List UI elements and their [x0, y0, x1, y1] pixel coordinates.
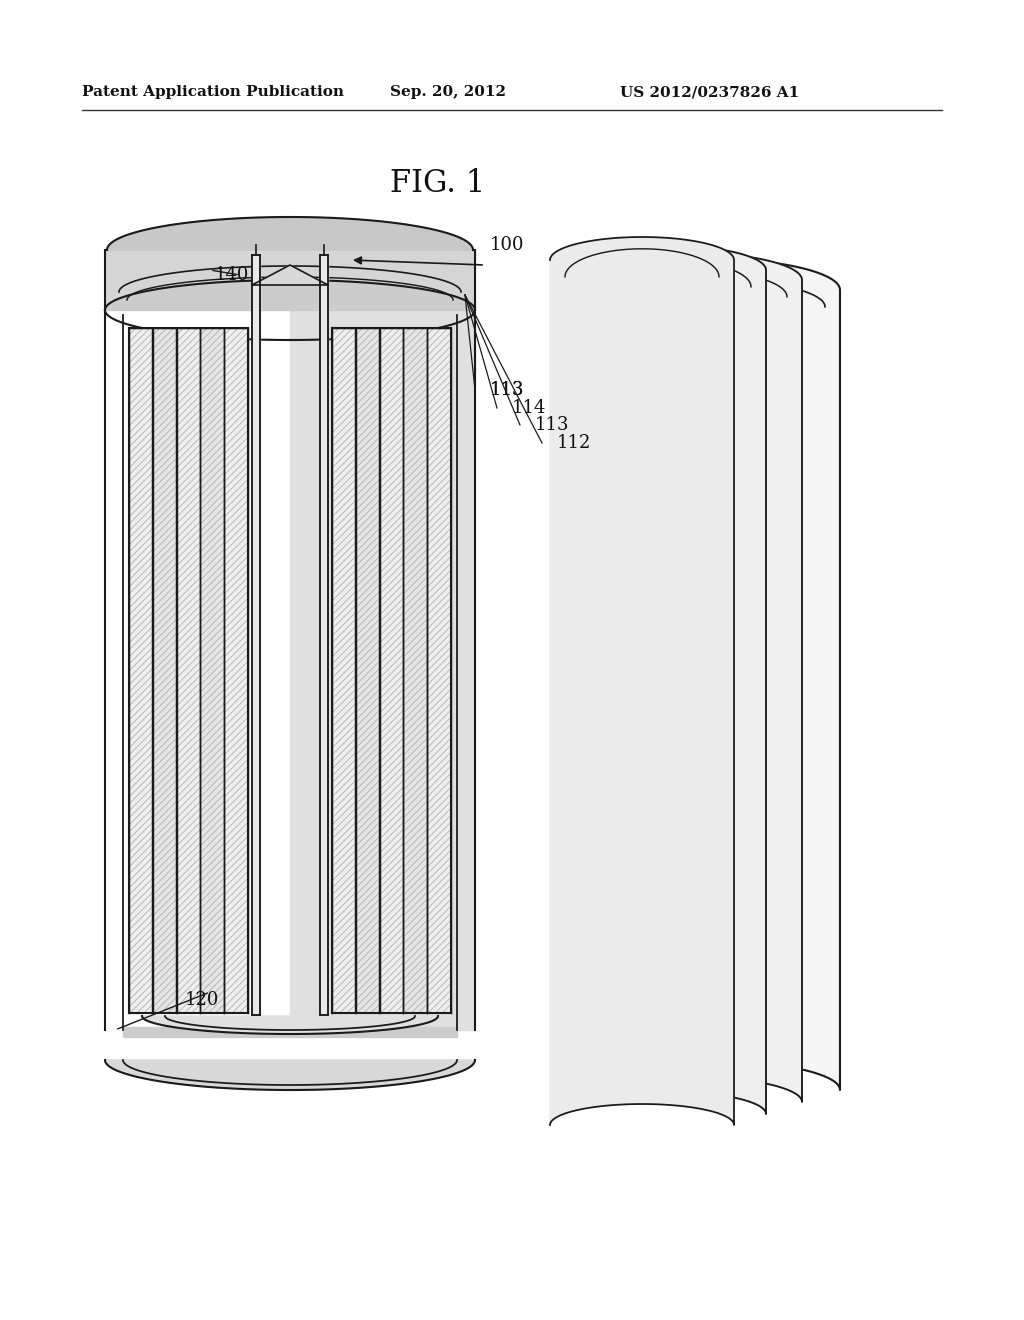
Polygon shape: [105, 1060, 475, 1090]
Polygon shape: [142, 1016, 438, 1034]
Text: 100: 100: [490, 236, 524, 253]
Polygon shape: [290, 310, 475, 1030]
Text: 112: 112: [557, 434, 592, 451]
Polygon shape: [224, 327, 248, 1012]
Polygon shape: [560, 257, 840, 1090]
Polygon shape: [550, 238, 734, 1125]
Polygon shape: [380, 327, 402, 1012]
Text: US 2012/0237826 A1: US 2012/0237826 A1: [620, 84, 800, 99]
Polygon shape: [105, 280, 475, 310]
Polygon shape: [153, 327, 176, 1012]
Polygon shape: [129, 327, 153, 1012]
Polygon shape: [332, 327, 355, 1012]
Text: 140: 140: [215, 267, 250, 284]
Polygon shape: [176, 327, 200, 1012]
Text: Sep. 20, 2012: Sep. 20, 2012: [390, 84, 506, 99]
Text: FIG. 1: FIG. 1: [390, 168, 485, 199]
Text: 114: 114: [512, 399, 547, 417]
Polygon shape: [355, 327, 379, 1012]
Polygon shape: [554, 246, 766, 1114]
Text: Patent Application Publication: Patent Application Publication: [82, 84, 344, 99]
Polygon shape: [558, 252, 802, 1102]
Text: 113: 113: [490, 381, 524, 399]
Polygon shape: [319, 255, 328, 1015]
Text: 113: 113: [535, 416, 569, 434]
Polygon shape: [123, 1027, 457, 1038]
Text: 113: 113: [490, 381, 524, 399]
Polygon shape: [106, 216, 473, 249]
Polygon shape: [252, 265, 328, 285]
Polygon shape: [105, 249, 475, 310]
Polygon shape: [427, 327, 451, 1012]
Polygon shape: [252, 255, 260, 1015]
Polygon shape: [403, 327, 427, 1012]
Polygon shape: [201, 327, 223, 1012]
Text: 120: 120: [185, 991, 219, 1008]
